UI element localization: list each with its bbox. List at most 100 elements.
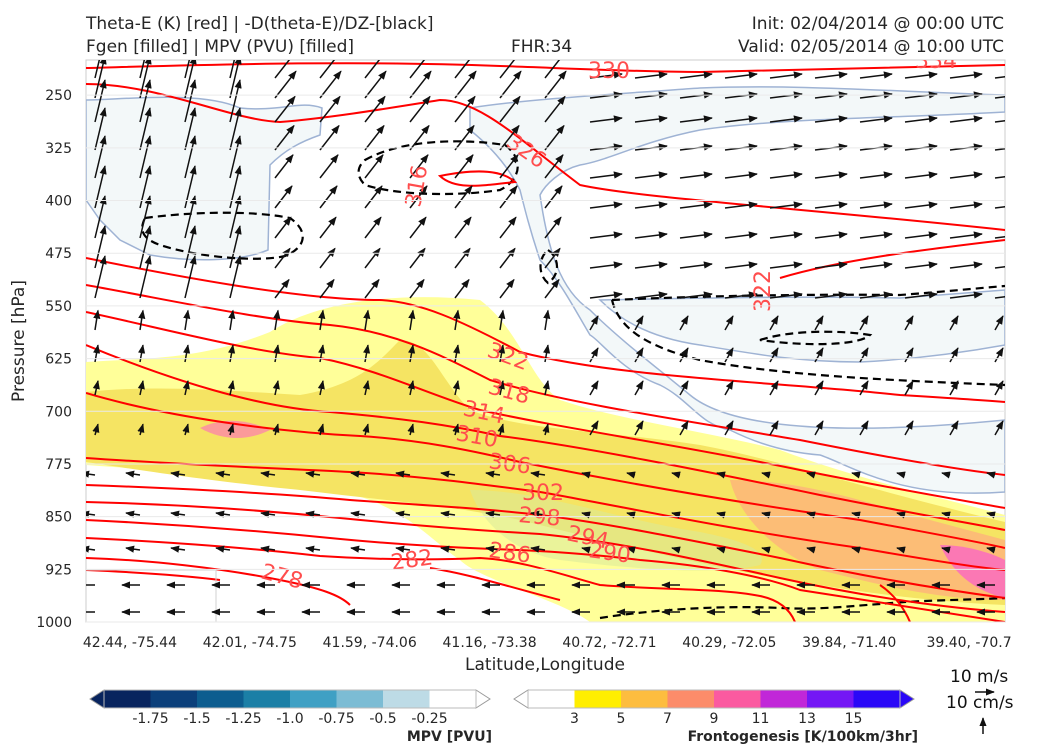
wind-arrow: [183, 309, 191, 331]
wind-arrow: [724, 171, 758, 179]
wind-arrow: [671, 546, 681, 554]
wind-arrow: [86, 545, 96, 553]
x-axis-label: Latitude,Longitude: [465, 655, 625, 675]
wind-arrow: [851, 471, 861, 479]
mpv-region-right: [598, 289, 1005, 363]
wind-arrow: [273, 309, 281, 331]
wind-arrow: [724, 291, 758, 299]
wind-arrow: [904, 201, 938, 209]
colorbar-swatch: [528, 690, 575, 708]
y-tick-label: 1000: [36, 615, 72, 631]
y-axis-label: Pressure [hPa]: [9, 280, 29, 402]
wind-arrow: [454, 124, 475, 151]
colorbar-tick-label: 7: [663, 711, 672, 727]
wind-arrow: [350, 470, 366, 478]
wind-arrow: [364, 60, 381, 79]
wind-arrow: [94, 195, 107, 239]
wind-arrow: [859, 261, 893, 269]
wind-arrow: [814, 347, 824, 363]
wind-arrow: [499, 154, 519, 179]
wind-arrow: [724, 315, 734, 331]
wind-arrow: [814, 171, 848, 179]
wind-arrow: [543, 344, 551, 363]
wind-arrow: [589, 171, 623, 179]
init-time: Init: 02/04/2014 @ 00:00 UTC: [751, 14, 1004, 34]
colorbar-swatch: [760, 690, 808, 708]
theta-e-282: [86, 557, 561, 606]
wind-arrow: [941, 471, 951, 479]
wind-arrow: [184, 195, 197, 239]
wind-arrow: [589, 315, 599, 331]
wind-arrow: [184, 225, 197, 269]
wind-arrow: [454, 154, 474, 179]
wind-arrow: [724, 71, 758, 79]
wind-arrow: [440, 470, 456, 478]
wind-arrow: [260, 510, 276, 518]
wind-arrow: [634, 115, 668, 123]
colorbar-swatch: [667, 690, 715, 708]
wind-arrow: [274, 95, 296, 123]
x-tick-label: 41.59, -74.06: [323, 635, 417, 651]
colorbar-swatch: [574, 690, 622, 708]
wind-arrow: [544, 216, 562, 239]
wind-arrow: [994, 265, 1005, 269]
wind-arrow: [679, 347, 689, 363]
wind-arrow: [182, 423, 190, 436]
wind-arrow: [499, 60, 516, 79]
theta-e-302: [86, 457, 1005, 571]
wind-arrow: [634, 261, 668, 269]
wind-arrow: [949, 115, 983, 123]
wind-arrow: [814, 420, 824, 436]
wind-arrow: [452, 423, 460, 436]
x-tick-label: 39.84, -71.40: [802, 635, 896, 651]
wind-arrow: [499, 247, 516, 269]
wind-arrow: [363, 309, 371, 331]
wind-arrow: [724, 231, 758, 239]
wind-arrow: [139, 60, 146, 79]
wind-arrow: [724, 115, 758, 123]
wind-arrow: [994, 75, 1005, 79]
wind-arrow: [229, 225, 242, 269]
wind-arrow: [859, 347, 869, 363]
wind-arrow: [453, 309, 461, 331]
wind-arrow: [319, 70, 342, 99]
wind-arrow: [896, 471, 906, 479]
wind-arrow: [589, 291, 623, 299]
wind-arrow: [904, 291, 938, 299]
wind-arrow: [94, 255, 107, 299]
theta-e-310: [86, 344, 1005, 531]
wind-arrow: [499, 278, 515, 299]
wind-arrow: [454, 70, 477, 99]
colorbar-tick-label: 3: [570, 711, 579, 727]
wind-arrow: [229, 60, 242, 99]
wind-arrow: [453, 344, 461, 363]
wind-arrow: [364, 247, 381, 269]
wind-arrow: [544, 154, 564, 179]
wind-arrow: [724, 380, 734, 396]
wind-arrow: [986, 471, 996, 479]
wind-arrow: [499, 95, 521, 123]
y-tick-label: 925: [45, 562, 72, 578]
wind-arrow: [634, 71, 668, 79]
wind-arrow: [499, 124, 520, 151]
colorbar-tick-label: 11: [752, 711, 770, 727]
wind-arrow: [395, 510, 411, 518]
wind-arrow: [994, 295, 1005, 299]
wind-arrow: [364, 95, 386, 123]
wind-arrow: [904, 171, 938, 179]
colorbar-tick-label: -1.75: [132, 711, 168, 727]
wind-arrow: [581, 471, 591, 479]
fgen-fill: [86, 297, 1005, 622]
theta-e-326: [86, 83, 1005, 231]
colorbar-extend-high: [475, 689, 491, 709]
wind-arrow: [319, 185, 338, 209]
wind-arrow: [769, 231, 803, 239]
wind-arrow: [589, 231, 623, 239]
wind-arrow: [634, 291, 668, 299]
y-tick-label: 400: [45, 194, 72, 210]
wind-arrow: [350, 545, 366, 553]
wind-arrow: [94, 60, 107, 99]
wind-arrow: [904, 231, 938, 239]
wind-arrow: [769, 115, 803, 123]
